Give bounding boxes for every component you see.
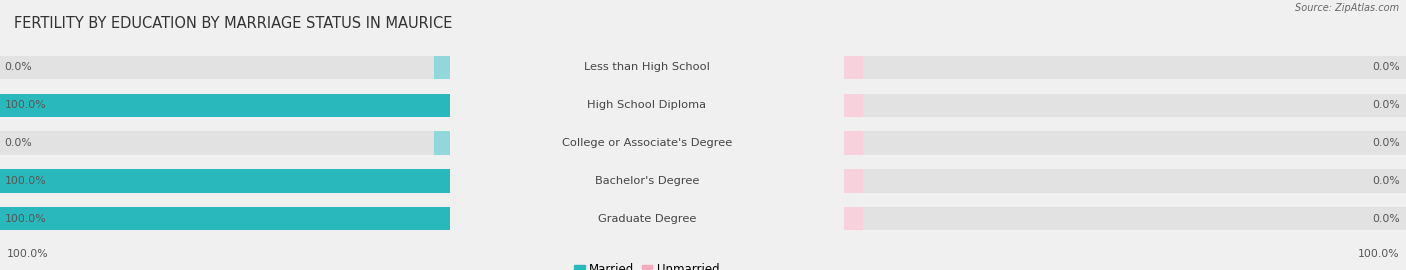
Text: Bachelor's Degree: Bachelor's Degree bbox=[595, 176, 699, 186]
Bar bbox=[0, 56, 450, 79]
Bar bbox=[844, 131, 1406, 155]
Bar bbox=[0, 207, 450, 230]
Text: 100.0%: 100.0% bbox=[4, 176, 46, 186]
Bar bbox=[844, 169, 1406, 193]
Bar bbox=[844, 56, 1406, 79]
Text: 100.0%: 100.0% bbox=[4, 214, 46, 224]
Bar bbox=[0, 94, 450, 117]
Bar bbox=[844, 94, 863, 117]
Bar bbox=[0, 94, 450, 117]
Bar bbox=[0, 131, 450, 155]
Text: College or Associate's Degree: College or Associate's Degree bbox=[561, 138, 733, 148]
Bar bbox=[0, 169, 450, 193]
Bar bbox=[844, 94, 1406, 117]
Bar bbox=[844, 169, 863, 193]
Bar bbox=[0, 169, 450, 193]
Text: FERTILITY BY EDUCATION BY MARRIAGE STATUS IN MAURICE: FERTILITY BY EDUCATION BY MARRIAGE STATU… bbox=[14, 16, 453, 31]
Legend: Married, Unmarried: Married, Unmarried bbox=[569, 259, 724, 270]
Text: 0.0%: 0.0% bbox=[4, 138, 32, 148]
Bar bbox=[434, 131, 450, 155]
Text: 100.0%: 100.0% bbox=[7, 249, 49, 259]
Text: 0.0%: 0.0% bbox=[1372, 176, 1400, 186]
Text: High School Diploma: High School Diploma bbox=[588, 100, 706, 110]
Text: 0.0%: 0.0% bbox=[1372, 138, 1400, 148]
Bar bbox=[434, 56, 450, 79]
Text: 0.0%: 0.0% bbox=[4, 62, 32, 73]
Text: 0.0%: 0.0% bbox=[1372, 214, 1400, 224]
Text: 100.0%: 100.0% bbox=[4, 100, 46, 110]
Bar bbox=[844, 207, 1406, 230]
Text: Graduate Degree: Graduate Degree bbox=[598, 214, 696, 224]
Text: 0.0%: 0.0% bbox=[1372, 62, 1400, 73]
Text: Less than High School: Less than High School bbox=[583, 62, 710, 73]
Text: 100.0%: 100.0% bbox=[1357, 249, 1399, 259]
Bar bbox=[844, 207, 863, 230]
Bar bbox=[844, 56, 863, 79]
Text: 0.0%: 0.0% bbox=[1372, 100, 1400, 110]
Bar bbox=[0, 207, 450, 230]
Bar bbox=[844, 131, 863, 155]
Text: Source: ZipAtlas.com: Source: ZipAtlas.com bbox=[1295, 3, 1399, 13]
